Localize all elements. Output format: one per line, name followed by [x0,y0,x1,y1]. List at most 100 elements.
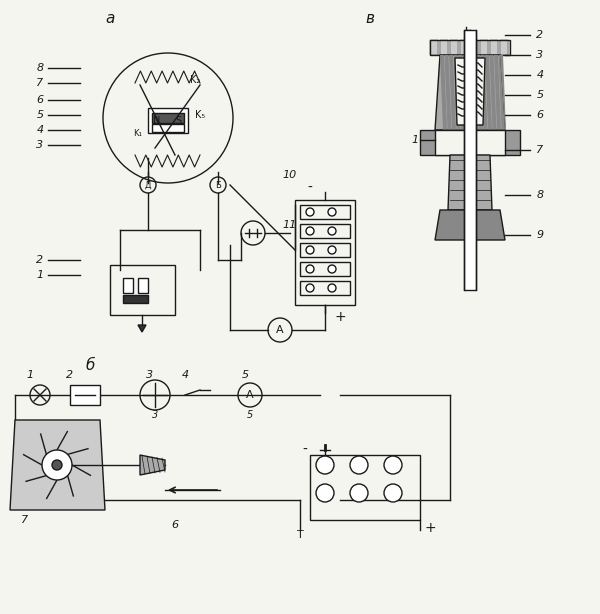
Text: A: A [246,390,254,400]
Circle shape [316,456,334,474]
Bar [110,265,175,315]
Polygon shape [455,58,485,125]
Bar [464,30,476,290]
Text: -: - [308,181,313,195]
Text: 8: 8 [37,63,44,73]
Text: 1: 1 [26,370,34,380]
Text: 8: 8 [536,190,544,200]
Bar [300,224,350,238]
Text: T: T [296,530,304,540]
Text: 3: 3 [536,50,544,60]
Text: S: S [175,116,181,126]
Polygon shape [445,55,451,130]
Circle shape [316,484,334,502]
Bar [70,385,100,405]
Polygon shape [463,55,469,130]
Polygon shape [435,55,505,130]
Circle shape [350,456,368,474]
Polygon shape [448,155,492,210]
Text: 2: 2 [536,30,544,40]
Polygon shape [449,55,456,130]
Circle shape [42,450,72,480]
Polygon shape [454,55,460,130]
Polygon shape [467,55,474,130]
Polygon shape [481,55,487,130]
Circle shape [306,246,314,254]
Circle shape [384,456,402,474]
Circle shape [328,246,336,254]
Text: 2: 2 [67,370,74,380]
Text: 5: 5 [241,370,248,380]
Bar [138,278,148,293]
Text: 4: 4 [536,70,544,80]
Text: K₁: K₁ [134,128,142,138]
Text: 4: 4 [181,370,188,380]
Polygon shape [435,210,505,240]
Polygon shape [494,55,501,130]
Bar [123,295,148,303]
Polygon shape [420,130,520,155]
Bar [152,124,184,132]
Text: 10: 10 [283,170,297,180]
Text: 6: 6 [37,95,44,105]
Polygon shape [500,55,506,130]
Text: 1: 1 [412,135,419,145]
Text: 4: 4 [37,125,44,135]
Bar [300,205,350,219]
Text: 7: 7 [37,78,44,88]
Circle shape [328,208,336,216]
Circle shape [328,265,336,273]
Text: 5: 5 [536,90,544,100]
Text: K₅: K₅ [195,110,205,120]
Bar [148,108,188,133]
Text: 3: 3 [37,140,44,150]
Bar [152,113,184,123]
Text: а: а [106,10,115,26]
Text: 1: 1 [37,270,44,280]
Polygon shape [10,420,105,510]
Bar [295,200,355,305]
Text: 5: 5 [247,410,253,420]
Text: 3: 3 [146,370,154,380]
Polygon shape [490,55,496,130]
Bar [300,243,350,257]
Text: 7: 7 [22,515,29,525]
Text: K₂: K₂ [190,75,200,85]
Text: +: + [424,521,436,535]
Circle shape [306,284,314,292]
Bar [300,262,350,276]
Text: Б: Б [215,181,221,190]
Circle shape [350,484,368,502]
Polygon shape [435,130,505,155]
Bar [310,455,420,520]
Bar [123,278,133,293]
Text: 9: 9 [536,230,544,240]
Text: A: A [276,325,284,335]
Polygon shape [140,455,165,475]
Text: Д: Д [145,181,151,190]
Text: 6: 6 [172,520,179,530]
Circle shape [328,227,336,235]
Polygon shape [458,55,465,130]
Circle shape [52,460,62,470]
Circle shape [306,227,314,235]
Text: 2: 2 [37,255,44,265]
Polygon shape [440,55,447,130]
Circle shape [384,484,402,502]
Text: 5: 5 [37,110,44,120]
Circle shape [306,208,314,216]
Text: 7: 7 [536,145,544,155]
Bar [300,281,350,295]
Text: в: в [365,10,374,26]
Text: -: - [302,443,307,457]
Polygon shape [485,55,492,130]
Polygon shape [476,55,483,130]
Text: 11: 11 [283,220,297,230]
Circle shape [306,265,314,273]
Polygon shape [138,325,146,332]
Polygon shape [499,55,505,130]
Text: б: б [85,357,95,373]
Text: +: + [334,310,346,324]
Text: 6: 6 [536,110,544,120]
Circle shape [328,284,336,292]
